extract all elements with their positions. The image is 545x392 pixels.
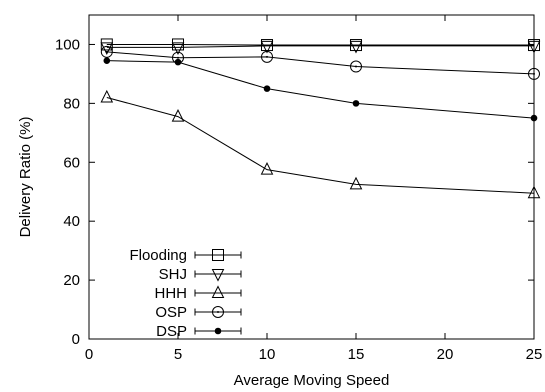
x-tick-label: 25 xyxy=(526,346,543,363)
y-tick-label: 60 xyxy=(63,154,80,171)
square-marker xyxy=(100,38,113,51)
shj-line xyxy=(106,45,534,48)
legend-item-shj: SHJ xyxy=(159,266,242,283)
filled-circle-marker xyxy=(352,100,360,107)
x-tick-label: 10 xyxy=(259,346,276,363)
legend-label: DSP xyxy=(156,323,187,340)
x-axis-title: Average Moving Speed xyxy=(234,372,390,389)
circle-marker xyxy=(528,67,540,80)
triangle-down-marker xyxy=(260,40,274,54)
legend-label: SHJ xyxy=(159,266,187,283)
triangle-down-marker xyxy=(100,42,114,56)
legend-label: HHH xyxy=(155,285,188,302)
triangle-down-marker xyxy=(211,269,225,282)
filled-circle-marker xyxy=(174,58,182,66)
legend-item-flooding: Flooding xyxy=(129,247,242,264)
filled-circle-marker xyxy=(103,57,111,64)
circle-marker-dot xyxy=(177,56,179,59)
legend-item-osp: OSP xyxy=(155,304,242,321)
square-marker xyxy=(261,39,273,52)
x-tick-label: 15 xyxy=(348,346,365,363)
x-tick-label: 5 xyxy=(174,346,182,363)
circle-marker-dot xyxy=(355,65,357,68)
square-marker xyxy=(212,249,224,261)
y-tick-label: 80 xyxy=(63,95,80,112)
triangle-down-marker xyxy=(171,42,185,56)
series-shj xyxy=(100,40,541,56)
triangle-up-marker xyxy=(260,162,274,175)
series-hhh xyxy=(100,89,541,199)
triangle-up-marker xyxy=(527,185,541,199)
triangle-down-marker xyxy=(349,40,363,54)
hhh-line xyxy=(106,96,535,194)
y-tick-label: 40 xyxy=(63,213,80,230)
y-axis-title: Delivery Ratio (%) xyxy=(17,117,34,238)
circle-marker xyxy=(212,306,224,318)
square-marker xyxy=(350,39,362,52)
triangle-down-marker xyxy=(527,40,541,54)
legend-item-hhh: HHH xyxy=(155,285,242,302)
circle-marker-dot xyxy=(217,311,219,313)
plot-frame xyxy=(88,14,535,340)
series-flooding xyxy=(100,38,540,52)
circle-marker xyxy=(350,60,362,73)
filled-circle-marker xyxy=(530,114,538,122)
circle-marker-dot xyxy=(533,72,535,75)
triangle-up-marker xyxy=(349,176,363,190)
square-marker xyxy=(528,39,540,52)
circle-marker xyxy=(261,50,273,63)
filled-circle-marker xyxy=(263,85,271,92)
legend-label: Flooding xyxy=(129,247,187,264)
legend-item-dsp: DSP xyxy=(156,323,242,340)
series-osp xyxy=(100,45,540,80)
x-tick-label: 20 xyxy=(437,346,454,363)
triangle-up-marker xyxy=(211,285,225,298)
circle-marker xyxy=(100,45,113,58)
y-tick-label: 0 xyxy=(72,331,80,348)
triangle-up-marker xyxy=(100,89,114,103)
y-tick-label: 100 xyxy=(55,36,80,53)
legend-label: OSP xyxy=(155,304,187,321)
triangle-up-marker xyxy=(171,109,185,122)
y-tick-label: 20 xyxy=(63,272,80,289)
series-dsp xyxy=(103,57,538,122)
circle-marker-dot xyxy=(105,50,108,53)
x-tick-label: 0 xyxy=(85,346,93,363)
dsp-line xyxy=(106,60,535,119)
filled-circle-marker xyxy=(214,327,222,335)
circle-marker-dot xyxy=(266,55,268,58)
osp-line xyxy=(106,51,535,75)
flooding-line xyxy=(106,43,534,46)
square-marker xyxy=(172,38,184,51)
